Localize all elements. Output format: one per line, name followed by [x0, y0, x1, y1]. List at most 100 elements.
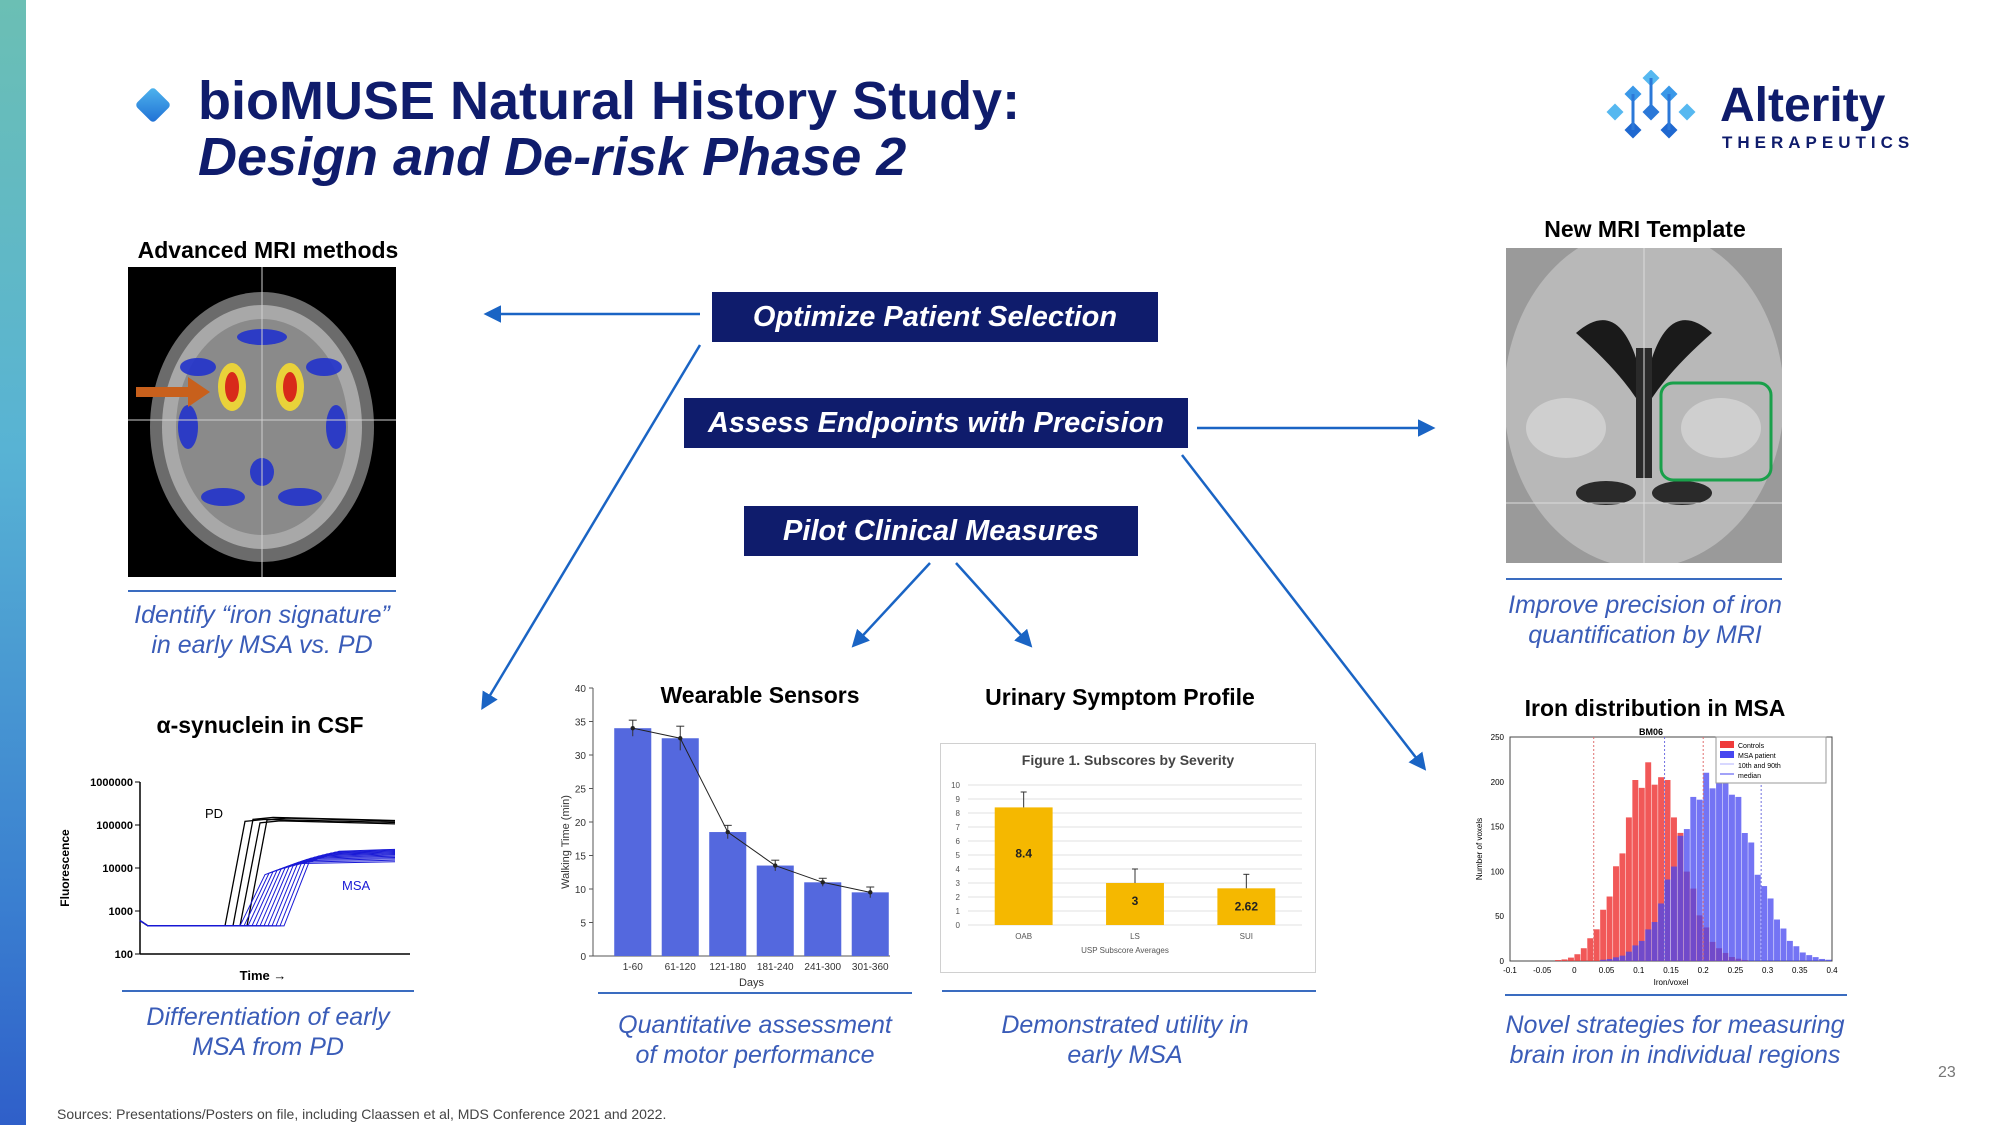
iron-hist-bar [1567, 957, 1574, 961]
urinary-x-tick-label: SUI [1240, 932, 1253, 941]
iron-x-tick-label: 0.3 [1762, 966, 1774, 975]
wearable-chart: 0 5 10 15 20 25 30 35 40 Walking Time (min) 1-60 61… [560, 684, 890, 989]
mri-rule [128, 590, 396, 592]
iron-chart: BM06 0 50 100 150 200 250 -0.1 -0.05 0 0.05 0.1 0.15… [1475, 727, 1838, 987]
assess-endpoints-box: Assess Endpoints with Precision [684, 398, 1188, 448]
urinary-caption: Demonstrated utility in early MSA [960, 1010, 1290, 1070]
iron-hist-bar [1735, 796, 1742, 961]
iron-legend-label: median [1738, 773, 1761, 780]
iron-hist-bar [1786, 940, 1793, 961]
wearable-point [678, 736, 683, 741]
iron-title: BM06 [1639, 727, 1663, 737]
iron-x-tick-label: 0.1 [1633, 966, 1645, 975]
wearable-heading: Wearable Sensors [660, 682, 860, 708]
wearable-x-tick-label: 61-120 [665, 962, 697, 973]
iron-hist-bar [1806, 955, 1813, 961]
csf-y-tick-label: 10000 [102, 863, 133, 875]
iron-hist-bar [1664, 879, 1671, 961]
iron-y-tick-label: 250 [1491, 733, 1505, 742]
urinary-x-tick-label: OAB [1015, 932, 1032, 941]
iron-hist-bar [1677, 835, 1684, 961]
optimize-patient-selection-box: Optimize Patient Selection [712, 292, 1158, 342]
iron-hist-bar [1555, 960, 1562, 961]
iron-x-axis-label: Iron/voxel [1654, 978, 1689, 987]
urinary-heading: Urinary Symptom Profile [985, 684, 1255, 710]
wearable-x-tick-label: 241-300 [804, 962, 841, 973]
iron-caption: Novel strategies for measuring brain iro… [1480, 1010, 1870, 1070]
iron-hist-bar [1632, 780, 1639, 961]
wearable-y-tick-label: 20 [575, 818, 587, 829]
wearable-point [630, 726, 635, 731]
iron-hist-bar [1651, 921, 1658, 961]
wearable-bar [709, 832, 747, 956]
wearable-y-axis-label: Walking Time (min) [560, 795, 572, 889]
iron-x-tick-label: 0.15 [1663, 966, 1679, 975]
page-title: bioMUSE Natural History Study: [198, 71, 1021, 131]
iron-x-tick-label: 0.4 [1826, 966, 1838, 975]
wearable-trend-line [632, 727, 871, 893]
urinary-chart: Figure 1. Subscores by Severity 0 1 2 3 4 5 6 7 8… [940, 743, 1316, 973]
csf-caption-line1: Differentiation of early [146, 1003, 390, 1031]
iron-hist-bar [1728, 794, 1735, 961]
iron-hist-bar [1613, 957, 1619, 961]
iron-hist-bar [1632, 945, 1639, 961]
csf-y-axis-label: Fluorescence [58, 829, 72, 907]
template-caption: Improve precision of iron quantification… [1470, 590, 1820, 650]
urinary-y-tick-label: 9 [956, 795, 961, 804]
urinary-value-label: 2.62 [1235, 899, 1259, 913]
arrow-to-wearable [851, 562, 931, 648]
iron-y-tick-label: 100 [1491, 867, 1505, 876]
csf-msa-curve [139, 848, 396, 927]
iron-legend-label: MSA patient [1738, 753, 1776, 760]
wearable-x-tick-label: 1-60 [623, 962, 643, 973]
iron-hist-bar [1645, 929, 1652, 961]
iron-hist-bar [1754, 874, 1761, 961]
iron-hist-bar [1587, 938, 1594, 961]
iron-hist-bar [1748, 842, 1755, 961]
logo-subtitle: THERAPEUTICS [1722, 133, 1915, 152]
arrow-to-urinary [955, 562, 1033, 648]
wearable-y-tick-label: 10 [575, 885, 587, 896]
iron-hist-bar [1722, 762, 1729, 961]
iron-hist-bar [1651, 784, 1658, 961]
iron-hist-bar [1671, 866, 1677, 961]
iron-hist-bar [1799, 952, 1806, 961]
iron-hist-bar [1696, 799, 1703, 961]
iron-hist-bar [1625, 817, 1632, 961]
logo-wordmark: Alterity [1720, 79, 1886, 132]
urinary-value-label: 3 [1132, 894, 1139, 908]
left-accent-bar [0, 0, 26, 1125]
urinary-y-tick-label: 8 [956, 809, 961, 818]
iron-hist-bar [1613, 866, 1619, 961]
wearable-bar [614, 728, 652, 956]
wearable-point [820, 880, 825, 885]
template-heading: New MRI Template [1544, 216, 1746, 242]
iron-hist-bar [1780, 928, 1787, 961]
urinary-bar [994, 807, 1053, 925]
iron-hist-bar [1709, 788, 1716, 961]
csf-msa-curve [139, 861, 396, 927]
iron-hist-bar [1645, 762, 1652, 961]
urinary-y-tick-label: 10 [951, 781, 960, 790]
wearable-y-tick-label: 25 [575, 785, 587, 796]
iron-legend-frame [1715, 736, 1827, 784]
csf-caption-line2: MSA from PD [192, 1033, 344, 1061]
urinary-bar [1217, 888, 1276, 925]
iron-hist-bar [1600, 909, 1607, 961]
csf-pd-label: PD [205, 806, 223, 821]
template-caption-line1: Improve precision of iron [1508, 591, 1782, 619]
urinary-caption-line1: Demonstrated utility in [1001, 1011, 1249, 1039]
urinary-y-tick-label: 3 [956, 879, 961, 888]
wearable-bar [804, 882, 842, 956]
urinary-y-tick-label: 0 [956, 921, 961, 930]
iron-legend-swatch [1720, 741, 1734, 748]
iron-hist-bar [1774, 919, 1780, 961]
iron-hist-bar [1761, 886, 1768, 961]
wearable-bar [851, 892, 889, 956]
wearable-x-tick-label: 181-240 [757, 962, 794, 973]
wearable-bar [661, 738, 699, 956]
wearable-x-tick-label: 121-180 [709, 962, 746, 973]
iron-hist-bar [1703, 772, 1710, 961]
csf-heading: α-synuclein in CSF [156, 712, 364, 738]
iron-y-tick-label: 50 [1495, 912, 1504, 921]
